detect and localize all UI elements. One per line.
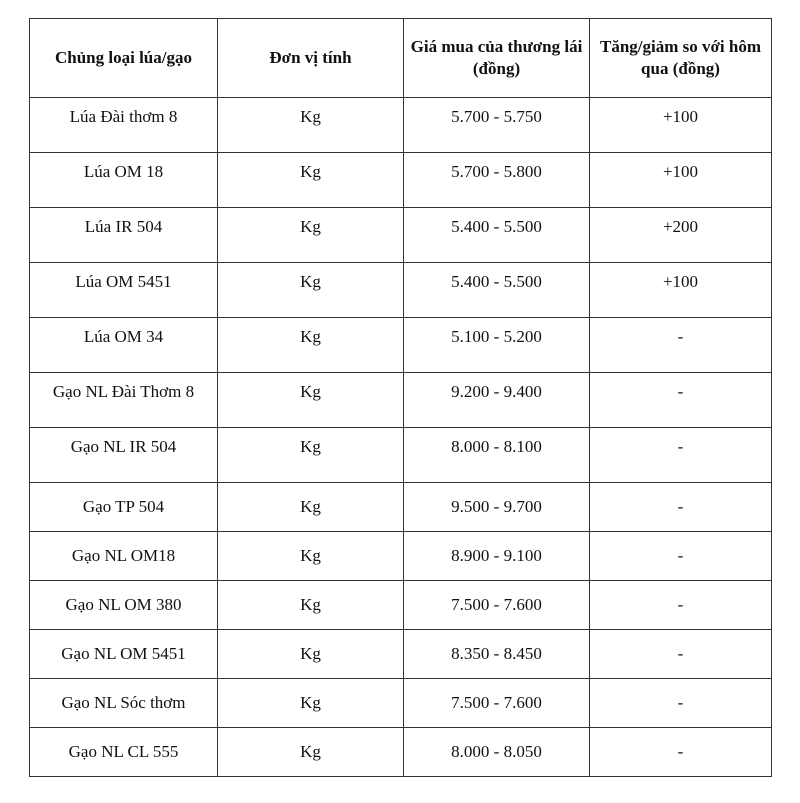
- variety-cell: Lúa OM 18: [29, 152, 218, 208]
- change-cell: +100: [589, 152, 772, 208]
- change-cell: -: [589, 629, 772, 679]
- unit-cell: Kg: [217, 207, 404, 263]
- table-row: Gạo NL Đài Thơm 8 Kg 9.200 - 9.400-: [29, 372, 772, 428]
- unit-cell: Kg: [217, 629, 404, 679]
- table-row: Lúa OM 34 Kg 5.100 - 5.200-: [29, 317, 772, 373]
- table-row: Lúa Đài thơm 8 Kg 5.700 - 5.750 +100: [29, 97, 772, 153]
- unit-cell: Kg: [217, 317, 404, 373]
- price-cell: 5.100 - 5.200: [403, 317, 590, 373]
- table-row: Lúa IR 504 Kg 5.400 - 5.500 +200: [29, 207, 772, 263]
- unit-cell: Kg: [217, 580, 404, 630]
- unit-cell: Kg: [217, 531, 404, 581]
- change-cell: -: [589, 372, 772, 428]
- unit-cell: Kg: [217, 678, 404, 728]
- price-cell: 8.000 - 8.100: [403, 427, 590, 483]
- change-cell: +100: [589, 262, 772, 318]
- unit-cell: Kg: [217, 727, 404, 777]
- price-cell: 7.500 - 7.600: [403, 678, 590, 728]
- price-cell: 5.700 - 5.800: [403, 152, 590, 208]
- change-cell: -: [589, 727, 772, 777]
- change-cell: -: [589, 427, 772, 483]
- change-cell: -: [589, 482, 772, 532]
- price-cell: 9.200 - 9.400: [403, 372, 590, 428]
- variety-cell: Gạo NL Sóc thơm: [29, 678, 218, 728]
- header-variety: Chủng loại lúa/gạo: [29, 18, 218, 98]
- price-cell: 8.000 - 8.050: [403, 727, 590, 777]
- change-cell: -: [589, 531, 772, 581]
- variety-cell: Gạo NL Đài Thơm 8: [29, 372, 218, 428]
- variety-cell: Gạo TP 504: [29, 482, 218, 532]
- change-cell: +100: [589, 97, 772, 153]
- variety-cell: Lúa OM 5451: [29, 262, 218, 318]
- price-cell: 5.400 - 5.500: [403, 262, 590, 318]
- unit-cell: Kg: [217, 427, 404, 483]
- table-row: Gạo NL OM 380 Kg 7.500 - 7.600-: [29, 580, 772, 630]
- variety-cell: Gạo NL CL 555: [29, 727, 218, 777]
- header-price: Giá mua của thương lái (đồng): [403, 18, 590, 98]
- table-row: Gạo NL OM18 Kg 8.900 - 9.100-: [29, 531, 772, 581]
- variety-cell: Lúa OM 34: [29, 317, 218, 373]
- table-row: Gạo NL OM 5451 Kg 8.350 - 8.450-: [29, 629, 772, 679]
- header-unit: Đơn vị tính: [217, 18, 404, 98]
- unit-cell: Kg: [217, 372, 404, 428]
- table-row: Lúa OM 5451 Kg 5.400 - 5.500 +100: [29, 262, 772, 318]
- table-row: Gạo TP 504 Kg 9.500 - 9.700-: [29, 482, 772, 532]
- table-row: Gạo NL IR 504 Kg 8.000 - 8.100-: [29, 427, 772, 483]
- unit-cell: Kg: [217, 97, 404, 153]
- price-cell: 5.400 - 5.500: [403, 207, 590, 263]
- price-cell: 7.500 - 7.600: [403, 580, 590, 630]
- change-cell: +200: [589, 207, 772, 263]
- variety-cell: Gạo NL OM 380: [29, 580, 218, 630]
- variety-cell: Lúa Đài thơm 8: [29, 97, 218, 153]
- price-cell: 5.700 - 5.750: [403, 97, 590, 153]
- change-cell: -: [589, 317, 772, 373]
- unit-cell: Kg: [217, 482, 404, 532]
- unit-cell: Kg: [217, 262, 404, 318]
- rice-price-table: Chủng loại lúa/gạo Đơn vị tính Giá mua c…: [29, 18, 772, 777]
- header-row: Chủng loại lúa/gạo Đơn vị tính Giá mua c…: [29, 18, 772, 98]
- variety-cell: Gạo NL OM 5451: [29, 629, 218, 679]
- variety-cell: Gạo NL IR 504: [29, 427, 218, 483]
- variety-cell: Lúa IR 504: [29, 207, 218, 263]
- unit-cell: Kg: [217, 152, 404, 208]
- change-cell: -: [589, 678, 772, 728]
- table-row: Gạo NL CL 555 Kg 8.000 - 8.050-: [29, 727, 772, 777]
- price-cell: 8.350 - 8.450: [403, 629, 590, 679]
- change-cell: -: [589, 580, 772, 630]
- header-change: Tăng/giảm so với hôm qua (đồng): [589, 18, 772, 98]
- variety-cell: Gạo NL OM18: [29, 531, 218, 581]
- price-cell: 8.900 - 9.100: [403, 531, 590, 581]
- table-row: Gạo NL Sóc thơm Kg 7.500 - 7.600-: [29, 678, 772, 728]
- price-cell: 9.500 - 9.700: [403, 482, 590, 532]
- table-row: Lúa OM 18 Kg 5.700 - 5.800 +100: [29, 152, 772, 208]
